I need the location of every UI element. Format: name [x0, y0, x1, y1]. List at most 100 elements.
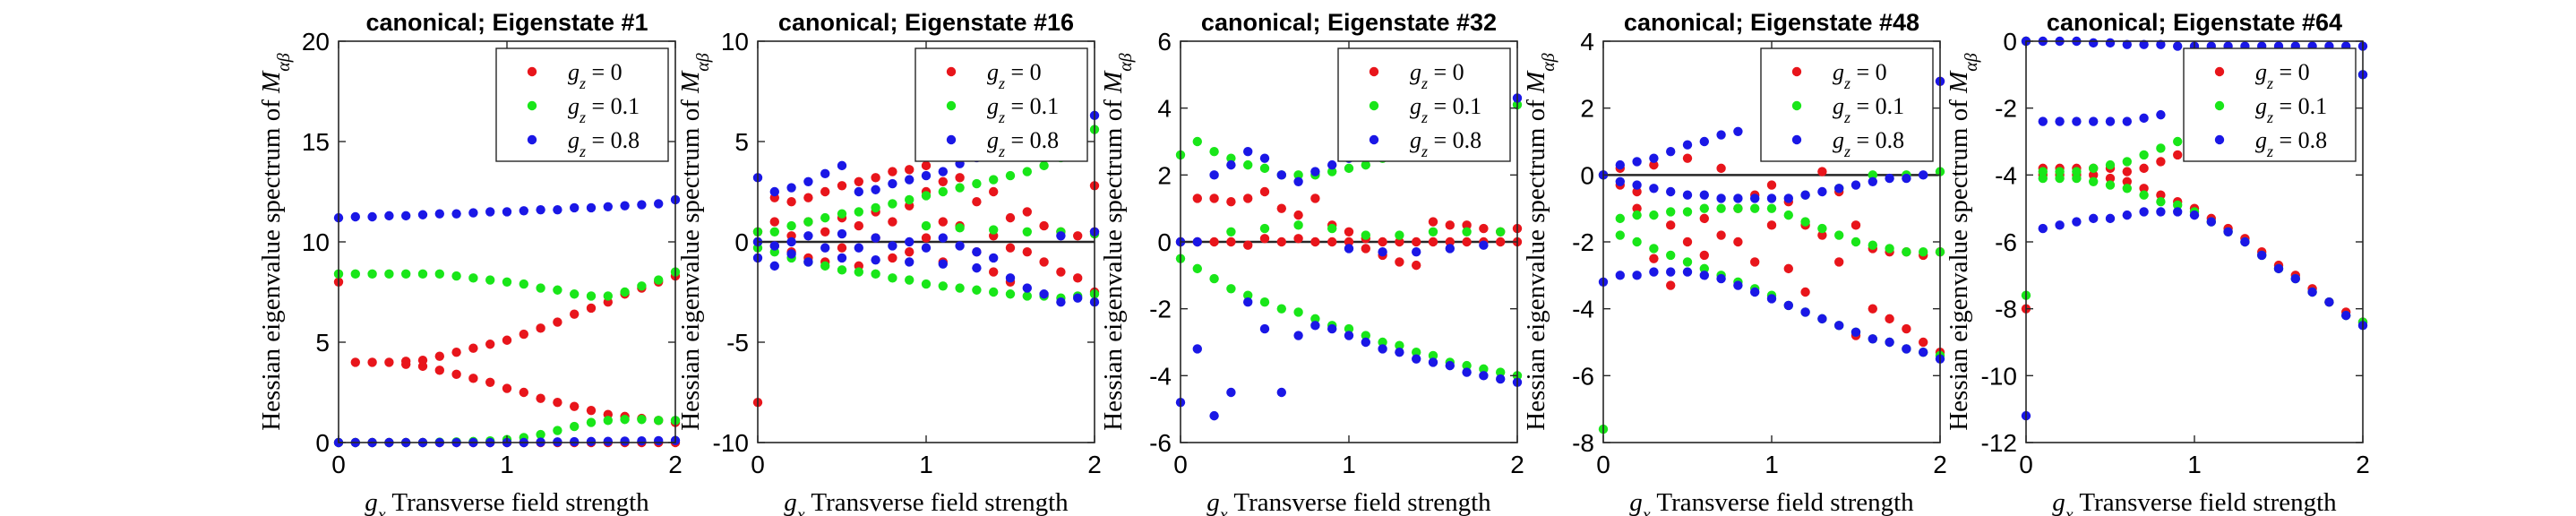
data-point	[2055, 116, 2065, 126]
data-point	[1716, 203, 1726, 213]
data-point	[417, 355, 428, 366]
data-point	[2122, 167, 2132, 176]
data-point	[519, 329, 528, 340]
data-point	[2105, 213, 2116, 224]
x-tick-label: 1	[1342, 451, 1356, 478]
data-point	[837, 228, 847, 239]
data-point	[1344, 227, 1354, 236]
y-tick-label: 5	[734, 128, 749, 156]
data-point	[1310, 194, 1320, 203]
data-point	[1800, 287, 1810, 297]
data-point	[905, 165, 914, 175]
data-point	[1022, 227, 1033, 236]
data-point	[2055, 220, 2065, 230]
data-point	[1682, 267, 1693, 277]
data-point	[989, 186, 999, 197]
data-point	[1479, 371, 1489, 381]
data-point	[434, 269, 444, 280]
data-point	[989, 175, 999, 185]
data-point	[871, 185, 880, 194]
data-point	[2173, 136, 2183, 147]
data-point	[637, 415, 647, 425]
data-point	[921, 191, 932, 201]
data-point	[1310, 321, 1320, 331]
data-point	[1682, 236, 1693, 247]
data-point	[2072, 167, 2082, 176]
data-point	[989, 267, 999, 277]
data-point	[1834, 184, 1844, 194]
legend-box	[1760, 47, 1934, 162]
data-point	[2139, 190, 2149, 200]
data-point	[989, 287, 999, 297]
data-point	[1395, 257, 1404, 267]
y-tick-label: 2	[1157, 161, 1172, 189]
data-point	[1395, 230, 1404, 240]
data-point	[1733, 203, 1743, 213]
data-point	[2139, 184, 2149, 194]
data-point	[536, 429, 545, 440]
data-point	[1800, 307, 1810, 317]
data-point	[1361, 230, 1371, 240]
data-point	[2089, 176, 2099, 186]
data-point	[367, 211, 377, 222]
data-point	[871, 202, 880, 213]
data-point	[586, 436, 597, 447]
data-point	[921, 170, 932, 181]
data-point	[1344, 323, 1354, 334]
data-point	[1395, 340, 1404, 350]
data-point	[1293, 210, 1303, 220]
data-point	[888, 273, 897, 283]
data-point	[1344, 163, 1354, 174]
data-point	[769, 241, 779, 251]
chart-title: canonical; Eigenstate #64	[2047, 9, 2342, 36]
y-tick-label: -6	[1572, 362, 1594, 390]
data-point	[1699, 213, 1710, 224]
series-1	[1175, 186, 1523, 271]
y-axis-label: Hessian eigenvalue spectrum of Mαβ	[1099, 53, 1136, 431]
data-point	[586, 405, 597, 416]
data-point	[654, 435, 664, 446]
y-tick-label: -6	[1149, 429, 1172, 457]
data-point	[2072, 217, 2082, 227]
data-point	[434, 351, 444, 361]
data-point	[1005, 212, 1016, 223]
y-tick-label: -4	[1995, 161, 2017, 189]
data-point	[1868, 170, 1877, 180]
data-point	[1192, 194, 1203, 203]
data-point	[1226, 236, 1236, 247]
data-point	[1919, 247, 1928, 257]
data-point	[921, 220, 932, 231]
data-point	[468, 273, 478, 283]
data-point	[1649, 267, 1659, 277]
data-point	[1310, 314, 1320, 324]
legend-marker	[1369, 66, 1379, 77]
data-point	[1056, 267, 1066, 277]
y-tick-label: 0	[315, 429, 330, 457]
data-point	[2038, 167, 2048, 176]
chart-panel-4: 0 1 2 -8 -6 -4 -2 0 2 4 canonical; Eigenstate #48 g…	[1522, 9, 1947, 516]
data-point	[1327, 323, 1337, 334]
x-tick-label: 2	[2356, 451, 2370, 478]
chart-panel-3: 0 1 2 -6 -4 -2 0 2 4 6 canonical; Eigenstate #32 gx…	[1099, 9, 1524, 516]
x-tick-label: 0	[2019, 451, 2033, 478]
x-tick-label: 2	[1510, 451, 1524, 478]
data-point	[871, 254, 880, 265]
data-point	[1293, 234, 1303, 244]
y-axis-label: Hessian eigenvalue spectrum of Mαβ	[1522, 53, 1558, 431]
data-point	[1632, 180, 1642, 190]
data-point	[603, 416, 613, 426]
data-point	[1226, 159, 1236, 170]
data-point	[2139, 113, 2149, 124]
data-point	[820, 243, 830, 253]
data-point	[888, 217, 897, 227]
data-point	[468, 208, 478, 218]
data-point	[570, 401, 580, 411]
data-point	[1226, 284, 1236, 294]
data-point	[485, 340, 495, 349]
data-point	[603, 202, 613, 211]
data-point	[2139, 207, 2149, 217]
data-point	[769, 261, 779, 271]
y-axis-label: Hessian eigenvalue spectrum of Mαβ	[257, 53, 294, 431]
data-point	[1462, 360, 1472, 371]
data-point	[1259, 297, 1270, 307]
